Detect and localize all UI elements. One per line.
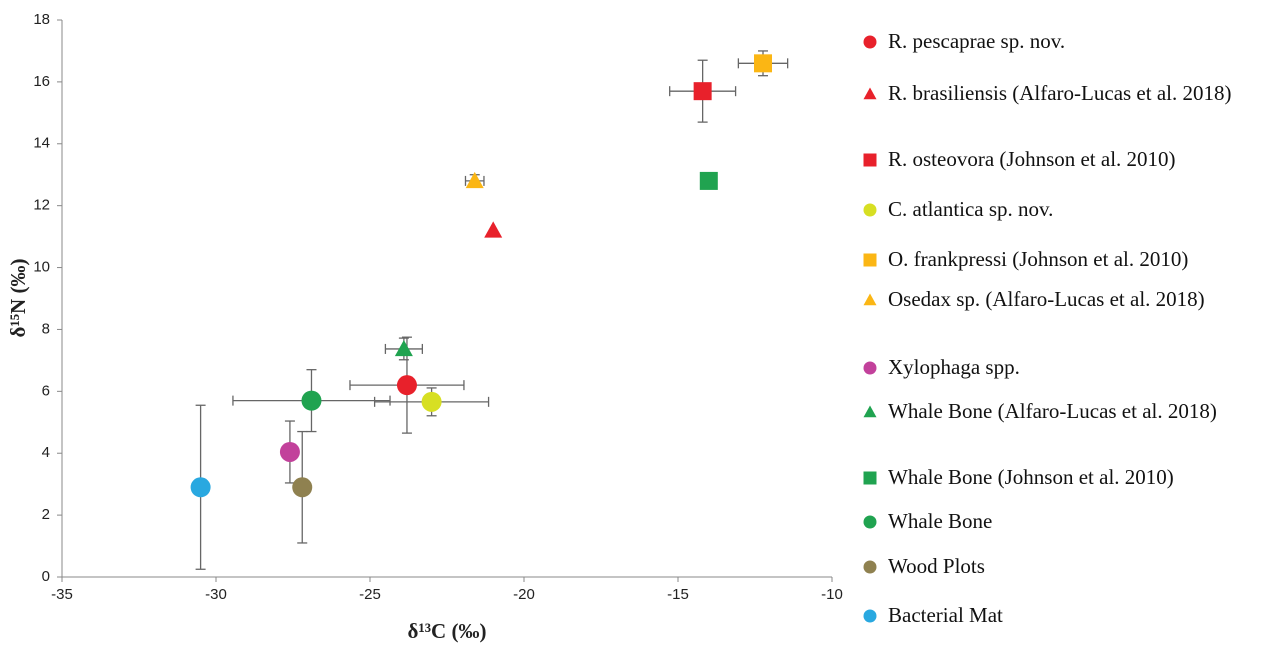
legend-item: C. atlantica sp. nov. — [862, 196, 1282, 222]
legend-marker — [863, 405, 877, 418]
legend-marker — [863, 35, 877, 49]
legend-marker — [863, 471, 877, 485]
y-tick-label: 12 — [33, 197, 50, 214]
legend-label: R. osteovora (Johnson et al. 2010) — [888, 147, 1176, 171]
legend-label: Whale Bone (Johnson et al. 2010) — [888, 465, 1174, 489]
marker — [863, 609, 877, 623]
legend-label: Xylophaga spp. — [888, 355, 1020, 379]
y-tick-label: 4 — [42, 444, 50, 461]
legend-item: Osedax sp. (Alfaro-Lucas et al. 2018) — [862, 286, 1282, 312]
legend-label: R. pescaprae sp. nov. — [888, 29, 1066, 53]
marker — [863, 253, 877, 267]
marker — [863, 361, 877, 375]
y-tick-label: 16 — [33, 73, 50, 90]
marker — [863, 293, 877, 306]
legend-label: Bacterial Mat — [888, 603, 1003, 627]
marker — [863, 515, 877, 529]
legend-label: Whale Bone (Alfaro-Lucas et al. 2018) — [888, 399, 1217, 423]
y-axis-title: δ¹⁵N (‰) — [6, 259, 30, 338]
x-tick-label: -15 — [667, 586, 689, 603]
y-tick-label: 14 — [33, 135, 50, 152]
marker — [292, 477, 313, 498]
legend-item: Whale Bone (Johnson et al. 2010) — [862, 464, 1282, 490]
marker — [421, 391, 442, 412]
legend-item: Xylophaga spp. — [862, 354, 1282, 380]
legend-label: Whale Bone — [888, 509, 993, 533]
legend-item: R. osteovora (Johnson et al. 2010) — [862, 146, 1282, 172]
legend-label: O. frankpressi (Johnson et al. 2010) — [888, 247, 1189, 271]
legend-marker — [863, 253, 877, 267]
x-tick-label: -20 — [513, 586, 535, 603]
marker — [693, 82, 712, 101]
y-tick-label: 2 — [42, 506, 50, 523]
marker — [301, 390, 322, 411]
y-tick-label: 6 — [42, 382, 50, 399]
legend-item: R. brasiliensis (Alfaro-Lucas et al. 201… — [862, 80, 1282, 106]
legend-item: O. frankpressi (Johnson et al. 2010) — [862, 246, 1282, 272]
y-tick-label: 10 — [33, 259, 50, 276]
legend-marker — [863, 560, 877, 574]
x-tick-label: -10 — [821, 586, 843, 603]
marker — [863, 35, 877, 49]
legend-marker — [863, 515, 877, 529]
x-tick-label: -35 — [51, 586, 73, 603]
marker — [279, 441, 300, 462]
legend-marker — [863, 203, 877, 217]
y-tick-label: 0 — [42, 568, 50, 585]
legend-marker — [863, 293, 877, 306]
legend-item: Bacterial Mat — [862, 602, 1282, 628]
chart: δ¹³C (‰) δ¹⁵N (‰) -35 -30 -25 -20 -15 -10 0 2 4 6… — [6, 11, 843, 643]
marker — [863, 560, 877, 574]
marker — [394, 339, 413, 357]
y-tick-label: 8 — [42, 320, 50, 337]
legend-marker — [863, 87, 877, 100]
legend-item: R. pescaprae sp. nov. — [862, 28, 1282, 54]
marker — [465, 171, 484, 189]
marker — [863, 405, 877, 418]
marker — [863, 87, 877, 100]
x-axis-title: δ¹³C (‰) — [408, 619, 487, 643]
marker — [396, 375, 417, 396]
legend-label: R. brasiliensis (Alfaro-Lucas et al. 201… — [888, 81, 1232, 105]
legend-item: Whale Bone — [862, 508, 1282, 534]
legend-item: Whale Bone (Alfaro-Lucas et al. 2018) — [862, 398, 1282, 424]
marker — [484, 221, 503, 238]
legend-marker — [863, 609, 877, 623]
legend-label: C. atlantica sp. nov. — [888, 197, 1054, 221]
marker — [754, 54, 773, 73]
marker — [863, 203, 877, 217]
x-tick-label: -30 — [205, 586, 227, 603]
marker — [863, 153, 877, 167]
legend-label: Wood Plots — [888, 554, 985, 578]
marker — [699, 171, 718, 190]
legend-label: Osedax sp. (Alfaro-Lucas et al. 2018) — [888, 287, 1205, 311]
y-tick-label: 18 — [33, 11, 50, 28]
legend-item: Wood Plots — [862, 553, 1282, 579]
legend-marker — [863, 153, 877, 167]
marker — [190, 477, 211, 498]
marker — [863, 471, 877, 485]
legend-marker — [863, 361, 877, 375]
x-tick-label: -25 — [359, 586, 381, 603]
